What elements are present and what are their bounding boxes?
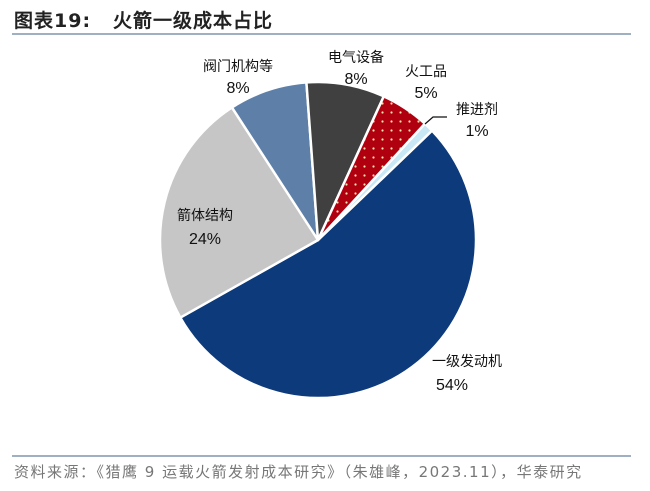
pie-slice-1 bbox=[158, 106, 320, 319]
slice-label: 电气设备 bbox=[328, 49, 384, 66]
slice-label: 火工品 bbox=[405, 64, 447, 80]
slice-pct: 8% bbox=[226, 80, 249, 97]
slice-pct: 1% bbox=[465, 123, 488, 140]
title-divider bbox=[12, 33, 631, 35]
chart-title: 图表19: 火箭一级成本占比 bbox=[14, 6, 273, 33]
slice-label: 一级发动机 bbox=[432, 354, 502, 370]
slice-label: 箭体结构 bbox=[177, 207, 233, 224]
slice-pct: 54% bbox=[436, 377, 468, 394]
slice-label: 推进剂 bbox=[456, 102, 498, 118]
source-divider bbox=[12, 455, 631, 457]
source-note: 资料来源：《猎鹰 9 运载火箭发射成本研究》（朱雄峰，2023.11），华泰研究 bbox=[14, 463, 583, 481]
slice-pct: 5% bbox=[414, 85, 437, 102]
slice-label: 阀门机构等 bbox=[203, 58, 273, 75]
leader-line bbox=[424, 116, 447, 125]
slice-pct: 8% bbox=[344, 71, 367, 88]
slice-pct: 24% bbox=[189, 231, 221, 248]
pie-slice-0 bbox=[179, 129, 478, 400]
figure-number: 图表19: bbox=[14, 10, 92, 32]
figure-title: 火箭一级成本占比 bbox=[113, 10, 274, 32]
